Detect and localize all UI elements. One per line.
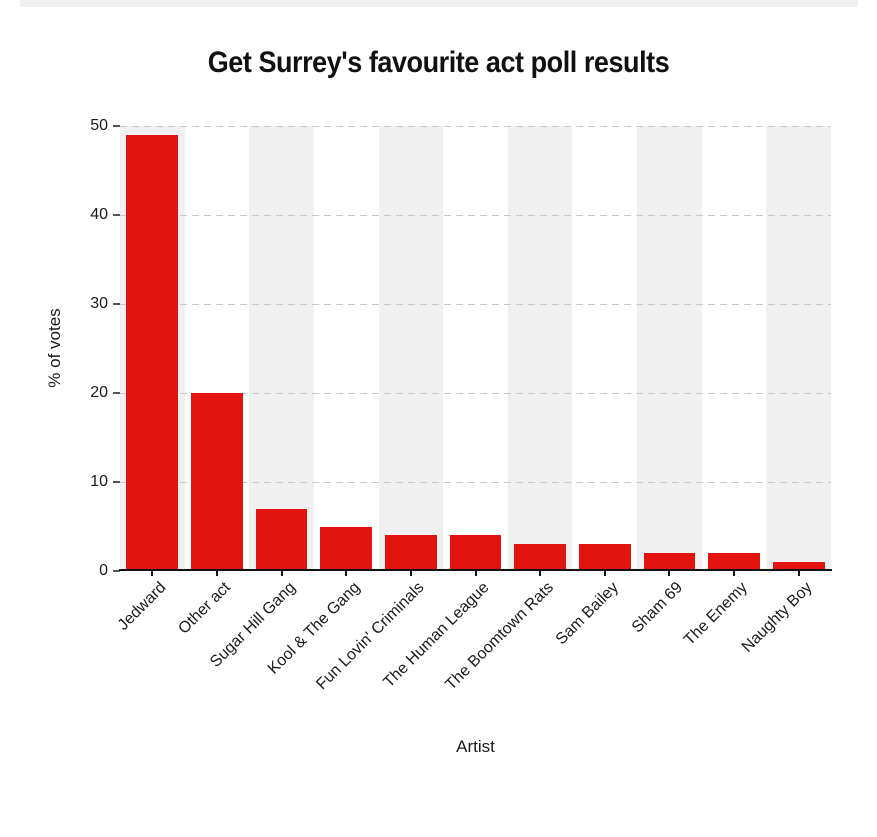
x-tick-label: Sam Bailey	[552, 579, 622, 649]
x-tick-label: The Enemy	[681, 579, 752, 649]
bar-other-act	[191, 393, 243, 571]
x-axis-tick	[215, 571, 218, 576]
y-axis-tick	[113, 125, 120, 127]
x-tick-label: Sham 69	[629, 579, 687, 637]
chart-title: Get Surrey's favourite act poll results	[207, 46, 670, 79]
x-tick-label: Other act	[175, 579, 234, 638]
y-gridline	[120, 393, 831, 394]
x-axis-tick	[668, 571, 671, 576]
bar-naughty-boy	[772, 562, 825, 571]
panel-stripe	[378, 126, 444, 571]
y-axis-title: % of votes	[45, 308, 64, 388]
y-gridline	[120, 126, 831, 127]
bar-the-human-league	[449, 535, 502, 571]
x-axis-title: Artist	[456, 737, 495, 756]
bar-sugar-hill-gang	[255, 508, 308, 571]
x-axis-tick	[151, 571, 154, 576]
y-axis-tick	[113, 481, 120, 483]
x-axis-tick	[280, 571, 283, 576]
bar-jedward	[126, 134, 179, 571]
x-axis-line	[119, 569, 832, 571]
bar-kool-the-gang	[320, 526, 373, 571]
bar-the-enemy	[708, 553, 760, 571]
bar-the-boomtown-rats	[514, 544, 566, 571]
x-axis-tick	[345, 571, 348, 576]
y-tick-label: 0	[99, 562, 108, 579]
panel-stripe	[249, 126, 314, 571]
x-axis-tick	[474, 571, 477, 576]
y-tick-label: 30	[90, 295, 108, 312]
bar-fun-lovin-criminals	[385, 535, 437, 571]
top-strip	[20, 0, 858, 7]
x-tick-label: Fun Lovin' Criminals	[313, 579, 428, 694]
x-tick-label: The Boomtown Rats	[442, 579, 558, 694]
y-axis-tick	[113, 303, 120, 305]
y-gridline	[120, 482, 831, 483]
panel-stripe	[766, 126, 831, 571]
y-axis-tick	[113, 392, 120, 394]
panel-stripe	[637, 126, 702, 571]
y-tick-label: 20	[90, 384, 108, 401]
y-tick-label: 10	[90, 473, 108, 490]
x-axis-tick	[797, 571, 800, 576]
x-axis-tick	[733, 571, 736, 576]
x-tick-label: Jedward	[114, 579, 170, 634]
x-axis-tick	[409, 571, 412, 576]
y-tick-label: 40	[90, 206, 108, 223]
y-axis-tick	[113, 214, 120, 216]
bar-sham-69	[643, 553, 696, 571]
y-gridline	[120, 304, 831, 305]
y-tick-label: 50	[90, 117, 108, 134]
panel-stripe	[507, 126, 573, 571]
x-axis-tick	[539, 571, 542, 576]
x-axis-tick	[603, 571, 606, 576]
bar-sam-bailey	[578, 544, 631, 571]
y-gridline	[120, 215, 831, 216]
y-axis-tick	[113, 570, 120, 572]
